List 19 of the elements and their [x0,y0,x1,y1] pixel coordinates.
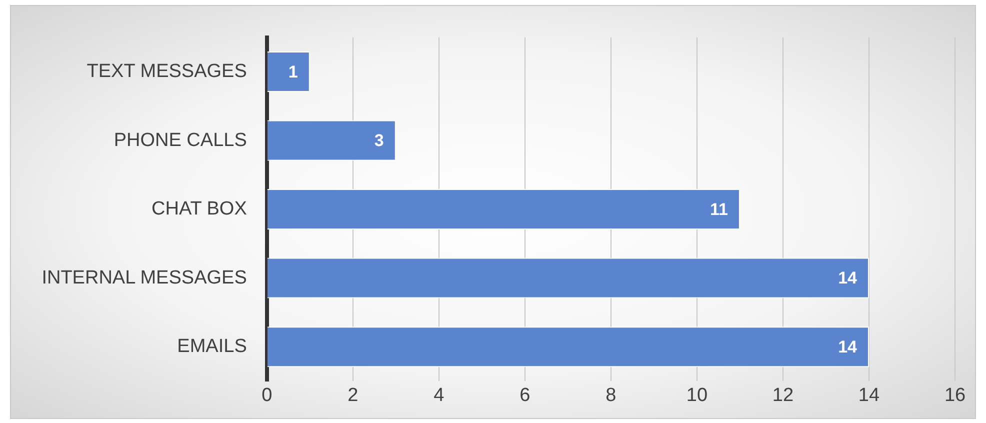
y-tick-label: INTERNAL MESSAGES [42,267,247,288]
x-tick-label: 16 [944,384,966,406]
data-label: 14 [838,338,858,357]
x-tick-label: 10 [686,384,708,406]
data-label: 11 [710,200,728,219]
data-label: 14 [838,268,858,288]
x-tick-label: 8 [606,384,616,406]
y-tick-label: PHONE CALLS [114,130,247,151]
x-tick-label: 0 [262,384,272,406]
x-tick-label: 14 [858,384,880,406]
y-tick-label: CHAT BOX [152,198,248,220]
y-tick-label: EMAILS [177,336,247,358]
data-label: 1 [288,62,298,82]
x-tick-label: 4 [434,384,445,406]
data-label: 3 [374,131,384,150]
x-tick-label: 12 [772,384,794,406]
x-tick-label: 6 [520,384,530,406]
x-tick-label: 2 [348,384,358,406]
y-tick-label: TEXT MESSAGES [86,61,247,82]
